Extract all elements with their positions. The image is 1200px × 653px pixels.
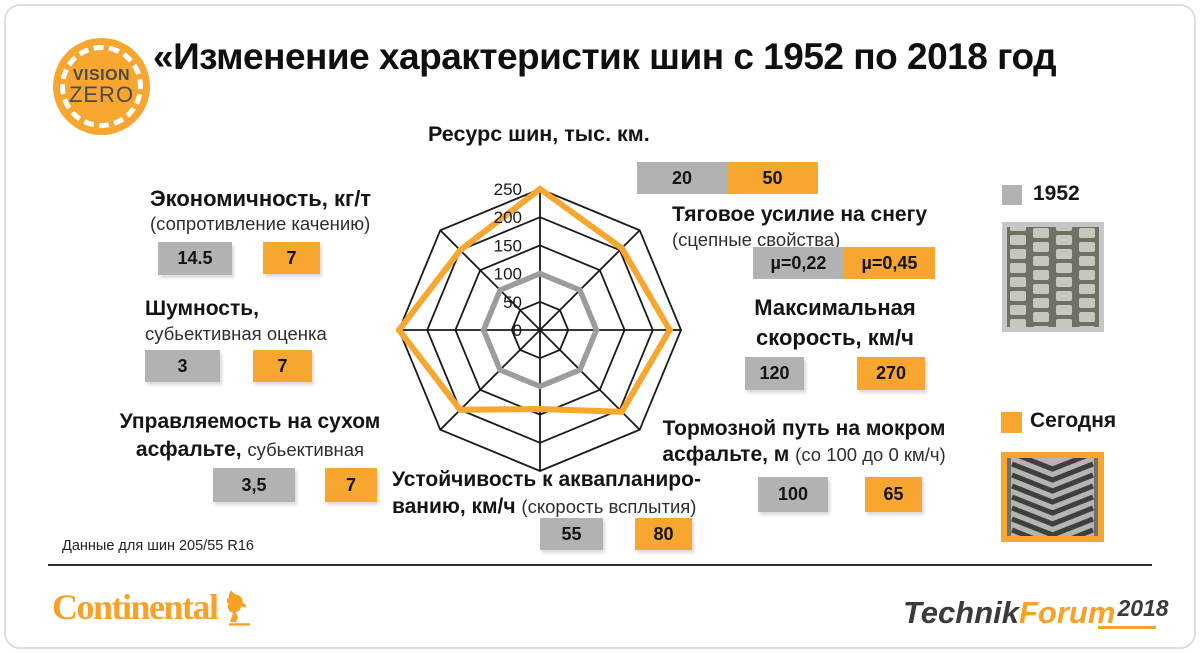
- vision-zero-line1: VISION: [72, 67, 131, 84]
- value-box-1952-noise: 3: [145, 350, 220, 382]
- axis-label-tire-life: Ресурс шин, тыс. км.: [428, 122, 650, 146]
- legend-label-1952: 1952: [1033, 182, 1080, 205]
- technikforum-year: 2018: [1117, 595, 1169, 621]
- technikforum-technik: Technik: [903, 595, 1019, 630]
- value-box-1952-snow-traction: µ=0,22: [753, 247, 844, 279]
- value-box-1952-aquaplaning: 55: [540, 518, 603, 550]
- legend-swatch-today: [1001, 412, 1022, 433]
- radar-chart: 0 50 100 150 200 250: [395, 180, 682, 472]
- value-box-1952-tire-life: 20: [637, 162, 727, 194]
- value-box-1952-braking: 100: [758, 477, 828, 512]
- value-box-today-max-speed: 270: [857, 357, 925, 390]
- svg-text:250: 250: [494, 180, 522, 199]
- axis-label-braking-distance: Тормозной путь на мокром асфальте, м (со…: [662, 417, 946, 466]
- svg-text:0: 0: [513, 321, 522, 340]
- svg-text:100: 100: [494, 265, 522, 284]
- continental-logo: Continental: [52, 589, 251, 626]
- axis-label-snow-traction: Тяговое усилие на снегу (сцепные свойств…: [672, 203, 928, 250]
- svg-text:150: 150: [494, 236, 522, 255]
- axis-label-max-speed: Максимальная скорость, км/ч: [754, 295, 916, 350]
- value-box-today-aquaplaning: 80: [635, 518, 692, 550]
- technikforum-logo: TechnikForum2018: [903, 595, 1169, 631]
- technikforum-underline: [1098, 626, 1156, 629]
- tire-photo-1952: [1002, 222, 1104, 332]
- legend-swatch-1952: [1002, 185, 1022, 205]
- footnote-tire-size: Данные для шин 205/55 R16: [62, 538, 254, 554]
- page-title: «Изменение характеристик шин с 1952 по 2…: [153, 36, 1057, 77]
- value-box-1952-handling: 3,5: [213, 468, 295, 502]
- value-box-today-noise: 7: [253, 350, 312, 382]
- footer-divider: [48, 564, 1152, 566]
- axis-label-noise: Шумность, субьективная оценка: [145, 297, 327, 344]
- legend-label-today: Сегодня: [1030, 409, 1117, 432]
- value-box-today-braking: 65: [865, 477, 922, 512]
- value-box-today-tire-life: 50: [727, 162, 818, 194]
- axis-label-economy: Экономичность, кг/т (сопротивление качен…: [150, 186, 372, 234]
- value-box-today-economy: 7: [263, 242, 320, 274]
- axis-label-aquaplaning: Устойчивость к аквапланиро- ванию, км/ч …: [392, 468, 701, 518]
- svg-text:50: 50: [503, 293, 522, 312]
- vision-zero-line2: ZERO: [68, 82, 135, 107]
- svg-text:200: 200: [494, 208, 522, 227]
- value-box-today-handling: 7: [325, 468, 377, 502]
- value-box-today-snow-traction: µ=0,45: [844, 247, 935, 279]
- value-box-1952-max-speed: 120: [745, 357, 804, 390]
- vision-zero-logo: VISION ZERO: [52, 37, 151, 136]
- tire-photo-today: [1001, 452, 1104, 542]
- horse-icon: [226, 590, 250, 626]
- value-box-1952-economy: 14.5: [158, 242, 232, 275]
- technikforum-forum: Forum: [1019, 595, 1116, 630]
- continental-wordmark: Continental: [52, 587, 219, 627]
